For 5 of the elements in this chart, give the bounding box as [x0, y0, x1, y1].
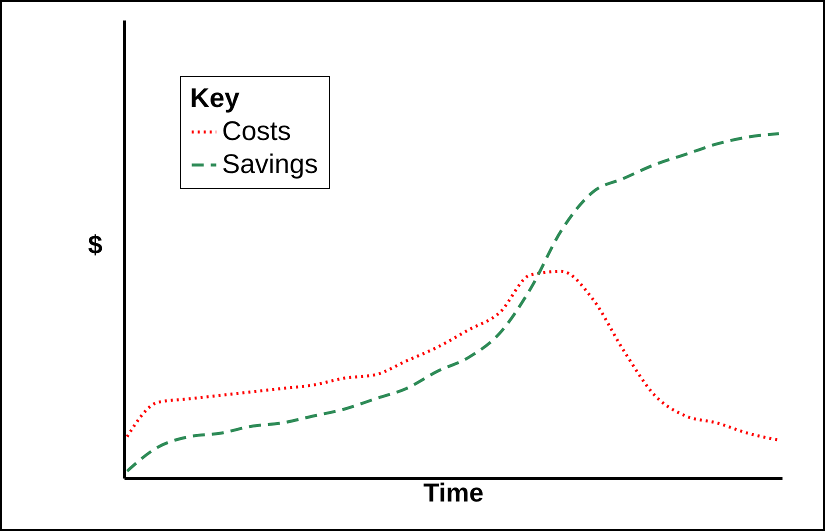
y-axis-title: $ [88, 230, 104, 260]
x-axis-title: Time [423, 478, 484, 508]
legend-label: Savings [222, 149, 318, 179]
legend-label: Costs [222, 116, 292, 146]
legend-title: Key [190, 83, 240, 113]
